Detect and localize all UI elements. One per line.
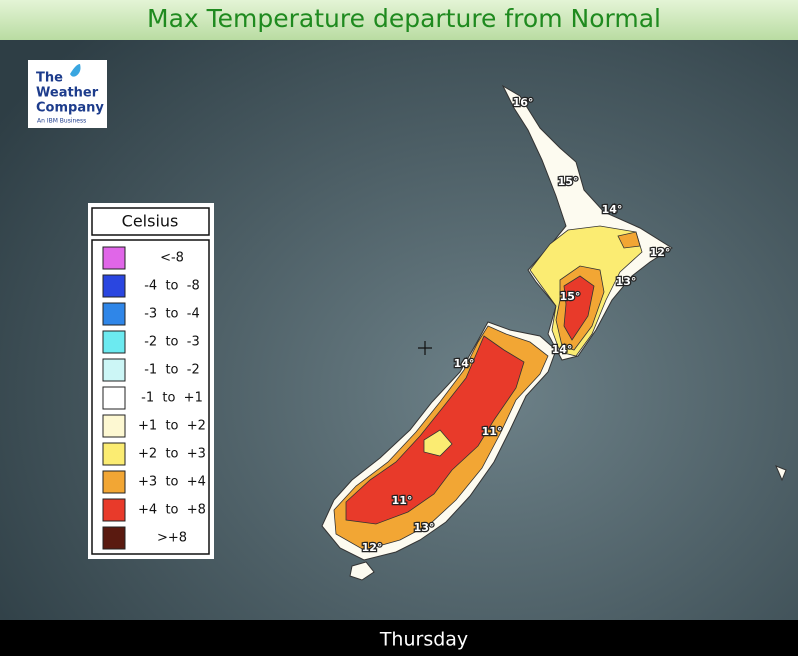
legend-title: Celsius — [122, 212, 179, 231]
legend-title-box — [91, 207, 210, 236]
temperature-label: 12° — [362, 541, 383, 554]
warm-area — [423, 429, 453, 457]
footer-bar — [0, 620, 798, 656]
legend-label: -3 to -4 — [144, 307, 200, 322]
temperature-label: 16° — [513, 96, 534, 109]
legend-label: +3 to +4 — [138, 475, 206, 490]
stewart-island — [349, 561, 375, 581]
temperature-label: 13° — [414, 521, 435, 534]
legend-swatch — [102, 274, 126, 298]
legend-label: -2 to -3 — [144, 335, 200, 350]
crosshair — [418, 341, 432, 355]
footer-day: Thursday — [379, 629, 468, 651]
title-bar — [0, 0, 798, 40]
hot-area — [563, 275, 595, 341]
legend-swatch — [102, 302, 126, 326]
legend-swatch — [102, 442, 126, 466]
temperature-label: 12° — [650, 246, 671, 259]
legend-swatch — [102, 414, 126, 438]
legend-label: <-8 — [160, 251, 184, 266]
legend-label: +2 to +3 — [138, 447, 206, 462]
legend-swatch — [102, 246, 126, 270]
logo-line: The — [36, 71, 63, 86]
logo-line: Company — [36, 101, 104, 116]
warm-area — [617, 231, 641, 249]
legend-label: -1 to -2 — [144, 363, 200, 378]
map-labels: 16° 15° 14° 12° 13° 15° 14° 14° 11° 11° 13° 12° — [360, 95, 671, 556]
temperature-label: 14° — [454, 357, 475, 370]
south-island — [321, 321, 787, 581]
legend-label: -1 to +1 — [141, 391, 203, 406]
logo-drop — [70, 64, 81, 77]
temperature-label: 11° — [482, 425, 503, 438]
legend-label: +4 to +8 — [138, 503, 206, 518]
north-island — [501, 84, 673, 361]
legend-swatch — [102, 330, 126, 354]
temperature-label: 14° — [602, 203, 623, 216]
temperature-label: 14° — [552, 343, 573, 356]
legend-swatch — [102, 386, 126, 410]
title: Max Temperature departure from Normal — [147, 4, 661, 33]
legend-swatch — [102, 526, 126, 550]
hot-area — [345, 335, 525, 525]
logo-tagline: An IBM Business — [37, 118, 86, 125]
legend-label: -4 to -8 — [144, 279, 200, 294]
legend-swatch — [102, 358, 126, 382]
legend-label: +1 to +2 — [138, 419, 206, 434]
temperature-label: 11° — [392, 494, 413, 507]
legend-swatch — [102, 498, 126, 522]
logo-box — [28, 60, 107, 128]
logo-line: Weather — [36, 86, 99, 101]
temperature-label: 15° — [560, 290, 581, 303]
temperature-label: 13° — [616, 275, 637, 288]
temperature-label: 15° — [558, 175, 579, 188]
chatham-islands — [775, 465, 787, 482]
legend-swatch — [102, 470, 126, 494]
legend: Celsius <-8 -4 to -8 -3 to -4 -2 to -3 -1 to… — [88, 203, 214, 559]
legend-label: >+8 — [157, 531, 187, 546]
logo: The Weather Company An IBM Business — [28, 60, 107, 128]
